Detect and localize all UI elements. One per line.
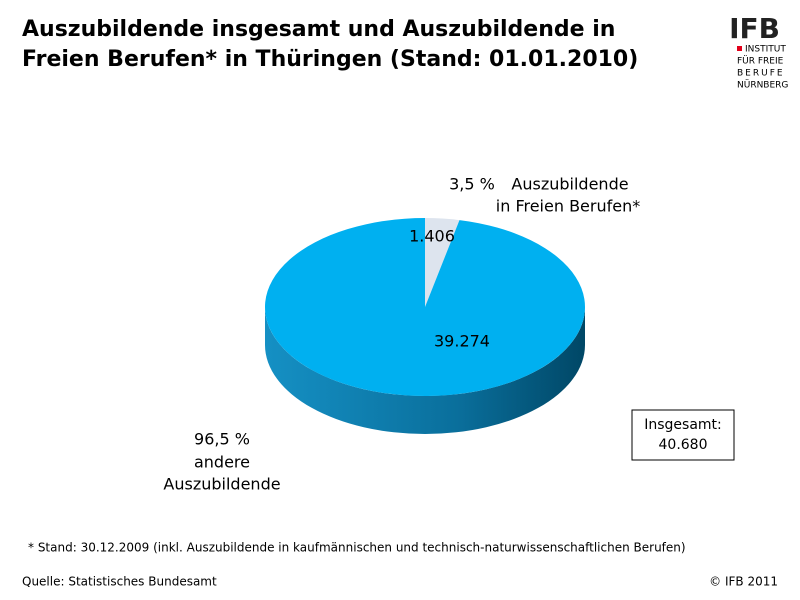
logo-square (737, 46, 742, 51)
percent-label: 3,5 % (449, 175, 495, 194)
pie-slice (265, 218, 586, 396)
value-label: 39.274 (434, 332, 490, 351)
chart-title: Freien Berufen* in Thüringen (Stand: 01.… (22, 47, 638, 72)
logo-name: IFB (729, 12, 780, 45)
category-label: Auszubildende (163, 475, 280, 494)
chart-title: Auszubildende insgesamt und Auszubildend… (22, 17, 615, 42)
category-label: Auszubildende (511, 175, 628, 194)
category-label: in Freien Berufen* (496, 197, 640, 216)
logo-line: BERUFE (737, 69, 785, 79)
percent-label: 96,5 % (194, 430, 250, 449)
logo: IFB INSTITUT FÜR FREIE BERUFE NÜRNBERG (729, 12, 788, 91)
logo-line: NÜRNBERG (737, 80, 788, 91)
value-label: 1.406 (409, 227, 455, 246)
category-label: andere (194, 453, 250, 472)
pie-side (265, 307, 585, 434)
source: Quelle: Statistisches Bundesamt (22, 575, 217, 589)
logo-line: FÜR FREIE (737, 56, 784, 67)
total-label: 40.680 (659, 437, 708, 453)
footnote: * Stand: 30.12.2009 (inkl. Auszubildende… (28, 541, 686, 555)
logo-line: INSTITUT (745, 45, 786, 55)
copyright: © IFB 2011 (709, 575, 778, 589)
pie-slice (425, 218, 460, 307)
total-box (631, 409, 735, 461)
total-title: Insgesamt: (644, 417, 722, 433)
